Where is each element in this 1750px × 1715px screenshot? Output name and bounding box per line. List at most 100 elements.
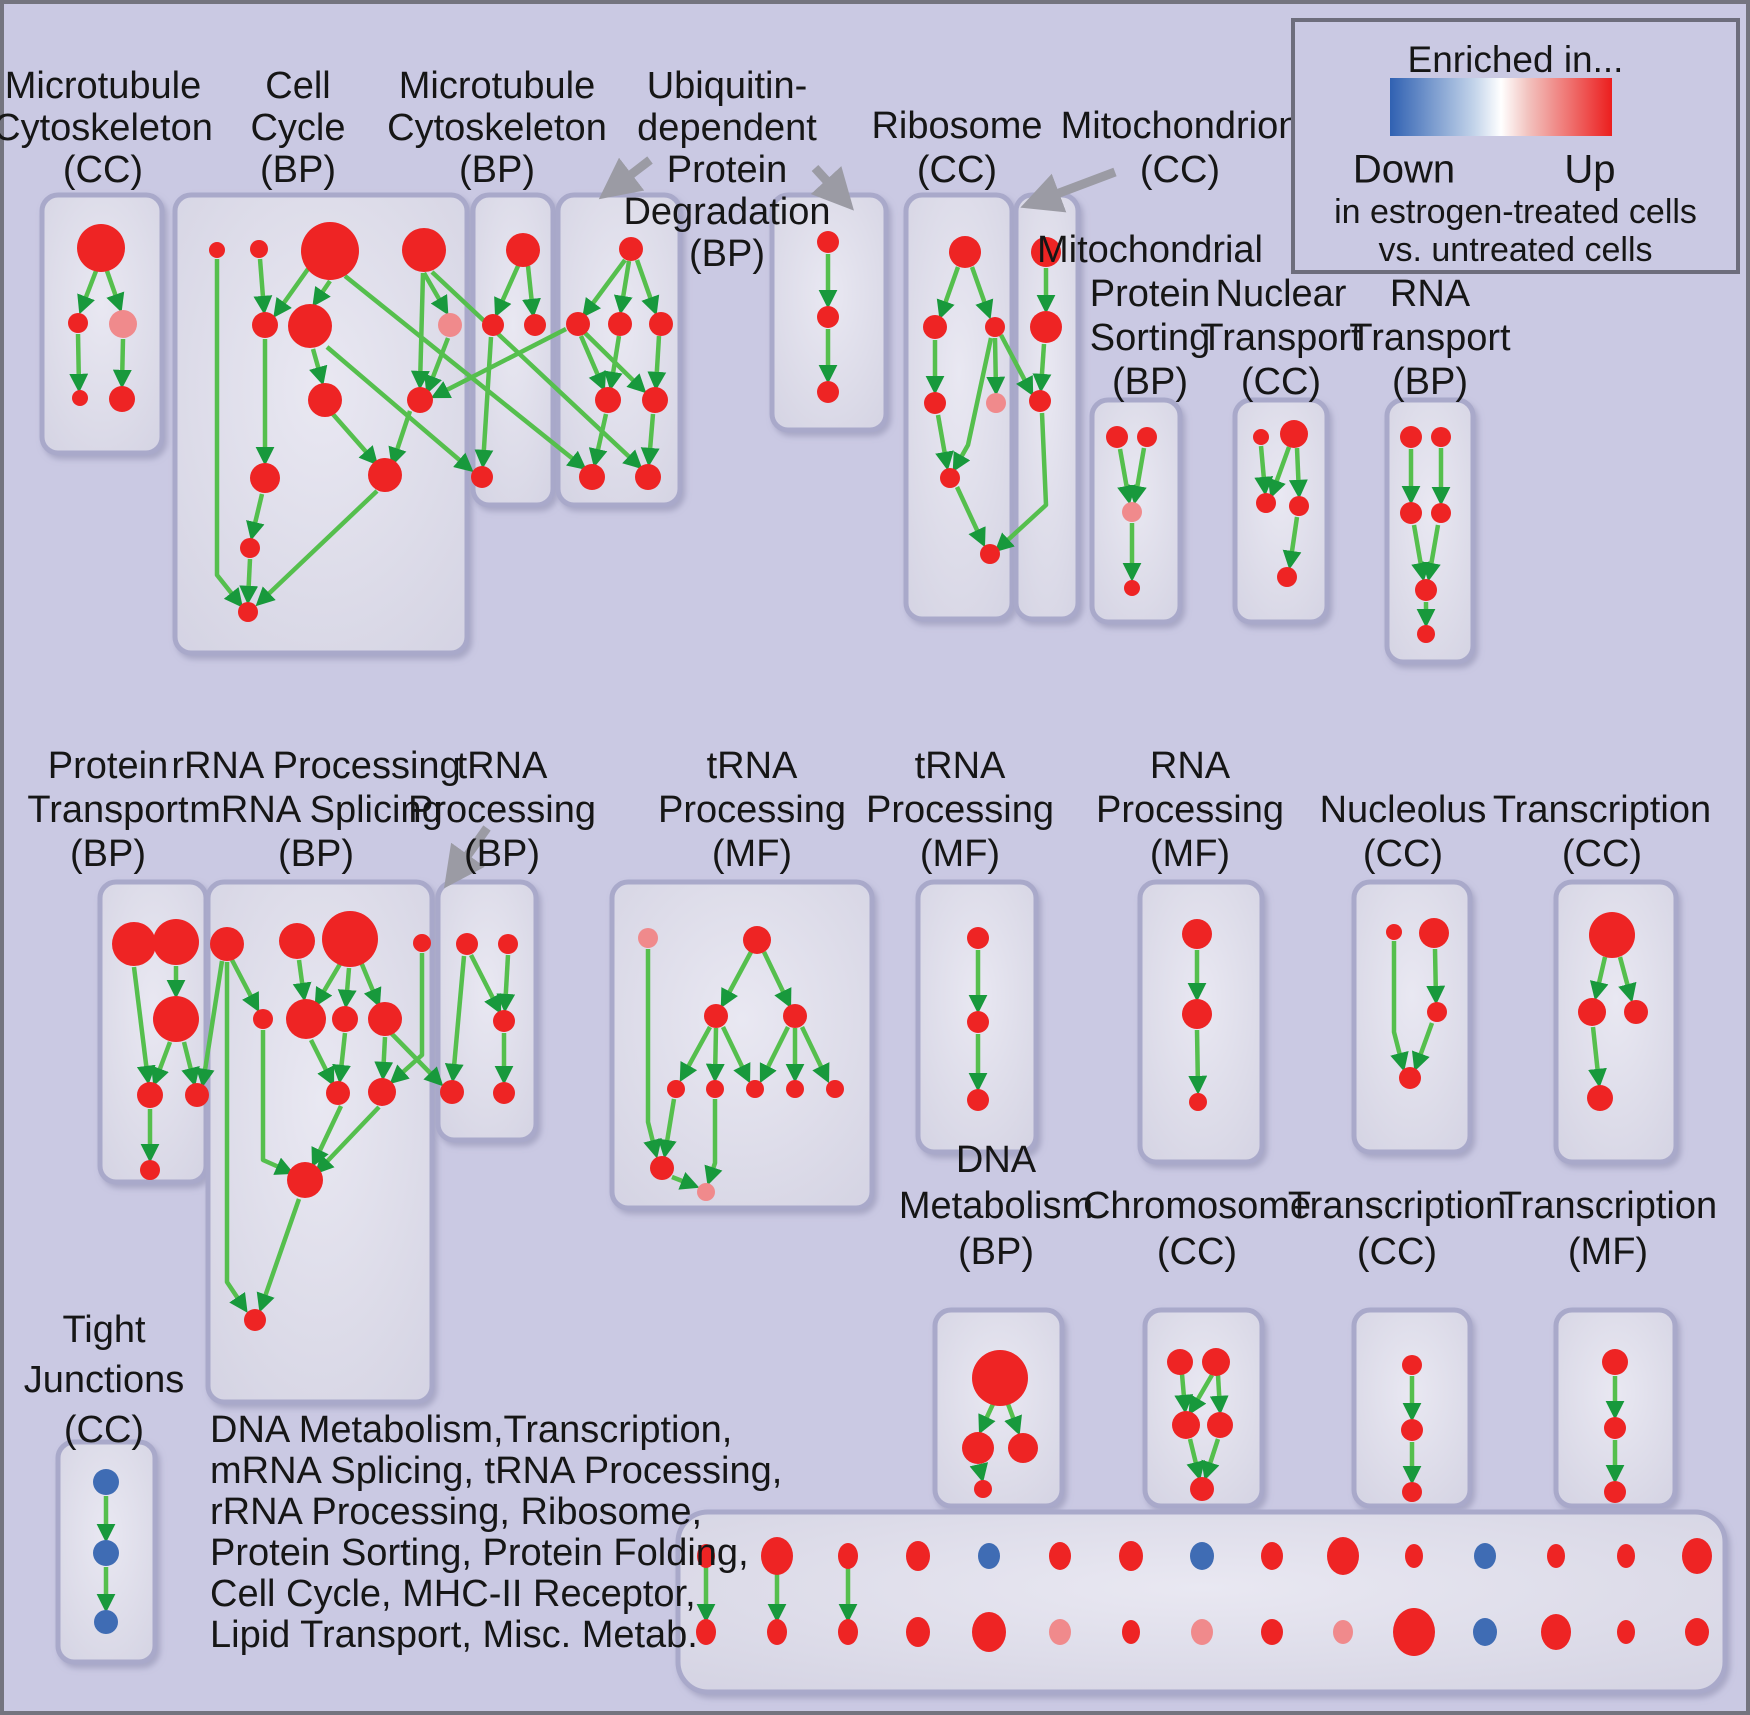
cluster-label-dna-met: DNA [956,1139,1037,1181]
go-term-edge [308,1038,335,1087]
cluster-label-trna-mf-b: tRNA [915,745,1006,787]
go-term-node-up [1431,427,1451,447]
cluster-box-chromosome [1142,1307,1265,1509]
go-term-node-up [838,1619,858,1645]
go-term-edge [1188,1373,1214,1416]
go-term-node-down [1474,1543,1496,1569]
go-term-edge [337,967,357,1009]
go-term-edge [994,412,1049,553]
cluster-label-ubiquitin: (BP) [689,233,765,275]
go-term-node-up [974,1480,992,1498]
go-term-node-up [326,1081,350,1105]
cluster-label-ubiquitin: dependent [637,107,817,149]
go-term-node-up [967,1011,989,1033]
go-term-node-up [1182,919,1212,949]
go-term-edge [1032,343,1052,393]
go-term-edge [104,270,125,313]
go-term-node-up [1261,1619,1283,1645]
go-term-node-up [1541,1614,1571,1650]
cluster-box-rrna [205,879,435,1405]
cluster-label-mito-sort: (BP) [1112,361,1188,403]
go-term-node-up [493,1082,515,1104]
go-term-edge [374,1036,394,1081]
go-term-node-up [767,1619,787,1645]
go-term-node-up [1431,503,1451,523]
cluster-label-dna-met: (BP) [958,1231,1034,1273]
go-term-edge [1174,1373,1194,1414]
cluster-label-rna-trans: RNA [1390,273,1471,315]
cluster-label-dna-met: Metabolism [899,1185,1093,1227]
go-term-node-up [972,1612,1006,1652]
go-term-node-up [1415,579,1437,601]
go-term-node-up [1402,1482,1422,1502]
go-term-edge [112,338,132,389]
go-term-node-up [279,923,315,959]
go-term-node-up [456,933,478,955]
go-term-node-up [817,231,839,253]
go-term-node-up [288,304,332,348]
go-term-edge [1117,448,1136,505]
go-term-node-up [967,927,989,949]
cluster-label-mt-cc: (CC) [63,149,143,191]
go-term-node-up [706,1080,724,1098]
go-term-edge [588,413,609,468]
go-term-edge [1186,1438,1205,1481]
cluster-label-nucleolus: Nucleolus [1320,789,1487,831]
go-term-node-up [185,1083,209,1107]
go-term-edge [1390,941,1409,1072]
go-term-node-up [1617,1544,1635,1568]
go-term-node-up [407,387,433,413]
go-term-edge [430,326,568,399]
go-term-node-up [924,392,946,414]
cluster-label-transcr-cc3: (CC) [1357,1231,1437,1273]
go-term-edge [494,265,521,318]
cluster-label-prot-trans: Protein [48,745,168,787]
go-term-edge [643,949,662,1159]
go-term-edge [314,962,342,1008]
go-term-node-up [1399,1067,1421,1089]
go-term-node-up [1137,427,1157,447]
cluster-label-nucleolus: (CC) [1363,833,1443,875]
go-term-edge [640,413,660,467]
go-term-edge [329,410,379,466]
go-term-node-up [1119,1541,1143,1571]
go-term-node-up [1030,311,1062,343]
go-term-node-up [923,315,947,339]
go-term-edge [522,265,541,318]
label-pointer-arrow [443,825,491,889]
go-term-node-up [838,1543,858,1569]
go-term-node-up [1256,493,1276,513]
go-term-node-slightly-up [986,393,1006,413]
cluster-label-tight-junc: Junctions [24,1359,185,1401]
go-term-edge [273,267,310,318]
go-term-node-up [140,1160,160,1180]
go-term-node-slightly-up [697,1183,715,1201]
legend-subtitle-line2: vs. untreated cells [1378,231,1652,269]
cluster-label-trna-mf-a: Processing [658,789,846,831]
go-term-node-up [1029,390,1051,412]
cluster-label-mt-cc: Cytoskeleton [0,107,213,149]
go-term-node-up [137,1082,163,1108]
go-term-node-up [608,312,632,336]
go-term-node-up [1327,1537,1359,1575]
go-term-node-up [1402,1355,1422,1375]
go-term-edge [260,1030,295,1175]
cluster-label-rrna: (BP) [278,833,354,875]
go-term-node-up [210,927,244,961]
cluster-label-mt-bp: Microtubule [399,65,595,107]
go-term-edge [496,954,516,1013]
go-term-node-up [1182,999,1212,1029]
go-term-node-up [746,1080,764,1098]
go-term-node-up [238,602,258,622]
go-term-node-up [980,544,1000,564]
go-term-node-up [1400,426,1422,448]
go-term-node-up [72,390,88,406]
cluster-label-prot-trans: Transport [27,789,189,831]
cluster-label-prot-trans: (BP) [70,833,146,875]
go-term-edge [969,266,994,320]
go-term-edge [246,493,265,541]
go-term-node-up [972,1350,1028,1406]
